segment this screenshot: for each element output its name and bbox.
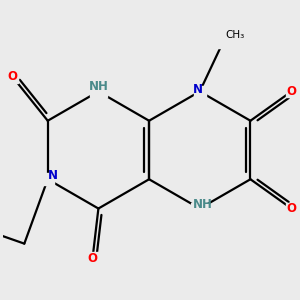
Bar [212,36,234,48]
Text: CH₃: CH₃ [225,30,244,40]
Bar [194,85,206,97]
Text: O: O [88,252,98,265]
Text: N: N [48,169,58,182]
Bar [191,203,208,214]
Bar [7,71,19,83]
Bar [87,252,98,264]
Bar [90,85,107,97]
Bar [286,85,297,97]
Text: NH: NH [193,198,213,211]
Text: O: O [286,85,296,98]
Text: N: N [193,83,203,96]
Text: NH: NH [88,80,108,93]
Text: O: O [286,202,296,215]
Bar [286,203,297,214]
Bar [42,173,54,185]
Text: O: O [8,70,18,83]
